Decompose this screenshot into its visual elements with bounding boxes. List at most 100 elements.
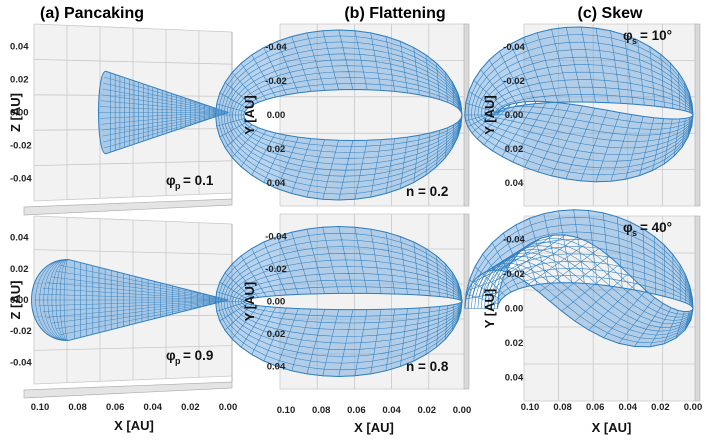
column-c: (c) Skew-0.04-0.020.000.020.04Y [AU]φ s = … bbox=[464, 5, 702, 435]
y-axis-label: Z [AU] bbox=[8, 281, 23, 320]
mesh-line bbox=[219, 121, 248, 138]
mesh-line bbox=[219, 92, 248, 109]
y-tick-label: 0.02 bbox=[10, 264, 29, 275]
parameter-annotation: φ s = 40° bbox=[623, 220, 672, 238]
mesh-line bbox=[99, 106, 229, 113]
x-tick-label: 0.08 bbox=[312, 405, 331, 416]
mesh-line bbox=[47, 300, 229, 318]
mesh-line bbox=[465, 111, 499, 122]
parameter-annotation: φ s = 10° bbox=[623, 28, 672, 46]
mesh-line bbox=[354, 309, 368, 376]
x-tick-label: 0.10 bbox=[31, 402, 50, 413]
mesh-line bbox=[55, 270, 229, 300]
mesh-line bbox=[480, 69, 511, 108]
parameter-annotation: n = 0.2 bbox=[406, 184, 448, 199]
mesh-line bbox=[42, 288, 229, 301]
mesh-line bbox=[472, 263, 511, 283]
y-tick-label: 0.04 bbox=[267, 178, 286, 189]
mesh-line bbox=[588, 282, 638, 331]
y-tick-label: 0.04 bbox=[10, 42, 29, 53]
mesh-line bbox=[231, 127, 259, 158]
mesh-line bbox=[501, 101, 537, 157]
mesh-line bbox=[663, 245, 666, 297]
mesh-line bbox=[558, 210, 573, 283]
mesh-line bbox=[385, 308, 395, 371]
y-tick-label: -0.04 bbox=[10, 357, 32, 368]
y-tick-label: 0.04 bbox=[505, 373, 524, 384]
y-tick-label: 0.04 bbox=[267, 362, 286, 373]
mesh-line bbox=[240, 63, 267, 100]
mesh-line bbox=[452, 82, 454, 106]
y-tick-label: 0.00 bbox=[505, 110, 524, 121]
mesh-line bbox=[471, 106, 506, 134]
mesh-line bbox=[610, 114, 633, 182]
mesh-line bbox=[103, 82, 229, 113]
grid-line bbox=[33, 59, 233, 65]
mesh-line bbox=[99, 112, 229, 119]
mesh-line bbox=[482, 254, 512, 293]
wireframe-mesh bbox=[215, 225, 463, 378]
mesh-line bbox=[216, 302, 245, 312]
mesh-line bbox=[385, 138, 395, 194]
mesh-line bbox=[216, 103, 245, 112]
mesh-line bbox=[224, 272, 253, 299]
mesh-line bbox=[518, 237, 578, 278]
mesh-line bbox=[251, 54, 276, 98]
y-axis-label: Z [AU] bbox=[8, 93, 23, 132]
mesh-line bbox=[637, 40, 645, 106]
subplot: -0.04 -0.02 0.00 0.02 0.04 Y [AU] φ s = 40° bbox=[464, 209, 701, 402]
mesh-line bbox=[491, 242, 519, 290]
mesh-line bbox=[400, 236, 408, 295]
subplot: -0.04 -0.02 0.00 0.02 0.04 Y [AU] φ s = 10° bbox=[464, 23, 701, 207]
mesh-line bbox=[477, 252, 520, 277]
param-value: = 10° bbox=[640, 28, 672, 43]
mesh-line bbox=[263, 47, 287, 95]
mesh-line bbox=[492, 101, 527, 151]
y-tick-label: -0.02 bbox=[265, 264, 287, 275]
y-tick-label: -0.04 bbox=[10, 174, 32, 185]
grid-line bbox=[33, 345, 233, 351]
wireframe-mesh bbox=[98, 70, 230, 155]
mesh-line bbox=[537, 103, 571, 172]
mesh-line bbox=[100, 100, 229, 113]
mesh-line bbox=[528, 241, 589, 285]
y-tick-label: -0.02 bbox=[265, 76, 287, 87]
mesh-line bbox=[425, 133, 431, 176]
mesh-line bbox=[425, 54, 431, 97]
param-value: = 40° bbox=[640, 220, 672, 235]
mesh-line bbox=[413, 307, 420, 362]
wireframe-mesh bbox=[464, 209, 694, 348]
mesh-line bbox=[452, 272, 454, 299]
mesh-line bbox=[370, 139, 382, 198]
column-title: (c) Skew bbox=[578, 5, 643, 22]
mesh-line bbox=[413, 241, 420, 296]
mesh-line bbox=[663, 118, 673, 165]
param-symbol: φ bbox=[166, 348, 176, 363]
mesh-line bbox=[660, 54, 665, 108]
mesh-line bbox=[445, 72, 448, 103]
x-tick-label: 0.02 bbox=[418, 405, 437, 416]
mesh-line bbox=[38, 299, 229, 307]
mesh-line bbox=[370, 32, 382, 91]
mesh-line bbox=[425, 307, 431, 355]
mesh-line bbox=[413, 135, 420, 183]
mesh-line bbox=[561, 264, 619, 312]
mesh-line bbox=[263, 307, 287, 362]
mesh-line bbox=[512, 101, 547, 163]
mesh-line bbox=[465, 102, 499, 114]
mesh-line bbox=[503, 232, 528, 287]
mesh-line bbox=[385, 232, 395, 295]
x-tick-label: 0.10 bbox=[277, 405, 296, 416]
mesh-line bbox=[38, 293, 229, 301]
mesh-line bbox=[476, 103, 511, 139]
grid-line bbox=[33, 192, 233, 202]
mesh-line bbox=[276, 236, 299, 295]
parameter-annotation: φ p = 0.9 bbox=[166, 348, 213, 366]
y-tick-label: 0.00 bbox=[505, 304, 524, 315]
mesh-line bbox=[104, 76, 229, 113]
mesh-line bbox=[103, 112, 229, 143]
x-tick-label: 0.08 bbox=[553, 402, 572, 413]
mesh-line bbox=[580, 26, 596, 103]
mesh-line bbox=[276, 308, 299, 367]
y-tick-label: -0.02 bbox=[10, 326, 32, 337]
